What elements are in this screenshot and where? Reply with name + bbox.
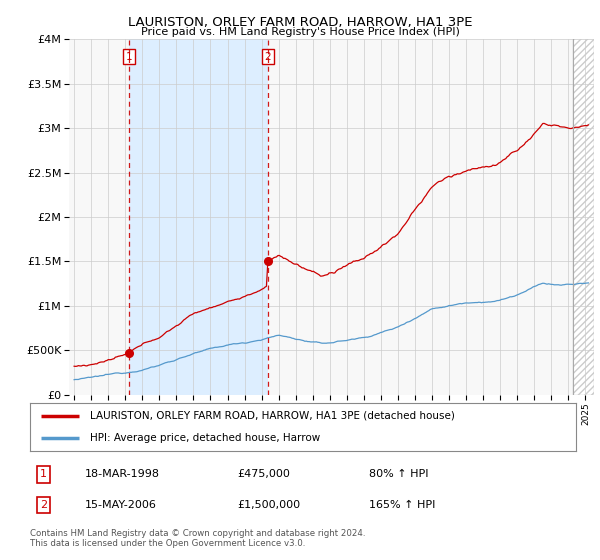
Bar (129, 39, 268, 395)
Bar (572, 39, 594, 395)
Text: 2: 2 (265, 52, 271, 62)
Text: 2: 2 (40, 500, 47, 510)
Text: 15-MAY-2006: 15-MAY-2006 (85, 500, 157, 510)
Text: LAURISTON, ORLEY FARM ROAD, HARROW, HA1 3PE (detached house): LAURISTON, ORLEY FARM ROAD, HARROW, HA1 … (90, 410, 455, 421)
Text: 1: 1 (40, 469, 47, 479)
Text: 1: 1 (125, 52, 132, 62)
Text: 18-MAR-1998: 18-MAR-1998 (85, 469, 160, 479)
Text: 80% ↑ HPI: 80% ↑ HPI (368, 469, 428, 479)
Text: Price paid vs. HM Land Registry's House Price Index (HPI): Price paid vs. HM Land Registry's House … (140, 27, 460, 38)
Text: 165% ↑ HPI: 165% ↑ HPI (368, 500, 435, 510)
Text: LAURISTON, ORLEY FARM ROAD, HARROW, HA1 3PE: LAURISTON, ORLEY FARM ROAD, HARROW, HA1 … (128, 16, 472, 29)
Text: HPI: Average price, detached house, Harrow: HPI: Average price, detached house, Harr… (90, 433, 320, 444)
Text: £475,000: £475,000 (238, 469, 290, 479)
Text: Contains HM Land Registry data © Crown copyright and database right 2024.
This d: Contains HM Land Registry data © Crown c… (30, 529, 365, 548)
Text: £1,500,000: £1,500,000 (238, 500, 301, 510)
